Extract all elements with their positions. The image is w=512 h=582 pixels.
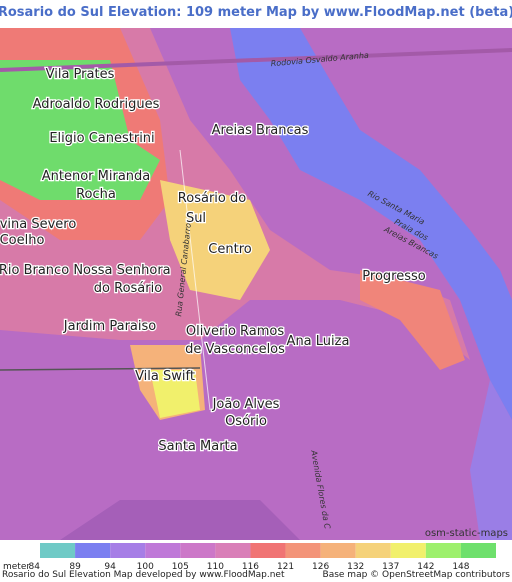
- place-label: Eligio Canestrini: [49, 131, 154, 146]
- place-label: Vila Swift: [135, 369, 195, 384]
- place-label: vina Severo: [0, 217, 76, 232]
- legend-tick: 105: [172, 562, 189, 572]
- place-label: Santa Marta: [158, 439, 237, 454]
- legend-tick: 137: [382, 562, 399, 572]
- map: [0, 28, 512, 540]
- legend-tick: 94: [104, 562, 116, 572]
- legend-tick: 148: [452, 562, 469, 572]
- legend-tick: 84: [29, 562, 41, 572]
- place-label: Coelho: [0, 233, 44, 248]
- place-label: Nossa Senhora: [73, 263, 170, 278]
- place-label: Progresso: [362, 269, 425, 284]
- place-label: Sul: [186, 211, 206, 226]
- legend-swatch: [425, 543, 461, 558]
- legend-swatch: [215, 543, 251, 558]
- legend-swatch: [110, 543, 146, 558]
- legend-tick: 100: [137, 562, 154, 572]
- legend-unit: meter: [3, 562, 30, 572]
- legend-tick: 121: [277, 562, 294, 572]
- legend-swatch: [390, 543, 426, 558]
- legend-tick: 89: [69, 562, 81, 572]
- legend-swatch: [75, 543, 111, 558]
- place-label: Rocha: [76, 187, 116, 202]
- place-label: Osório: [225, 414, 267, 429]
- footer-left: Rosario do Sul Elevation Map developed b…: [2, 570, 285, 580]
- map-labels: Vila Prates Adroaldo Rodrigues Eligio Cane…: [0, 51, 508, 539]
- place-label: Vila Prates: [46, 67, 115, 82]
- place-label: Oliverio Ramos: [186, 324, 285, 339]
- place-label: Rosário do: [178, 191, 246, 206]
- legend-tick: 132: [347, 562, 364, 572]
- legend-tick: 126: [312, 562, 329, 572]
- legend-swatch: [285, 543, 321, 558]
- place-label: Ana Luiza: [287, 334, 350, 349]
- place-label: Centro: [208, 242, 251, 257]
- attribution: osm-static-maps: [425, 528, 508, 539]
- legend-swatch: [145, 543, 181, 558]
- place-label: de Vasconcelos: [185, 342, 285, 357]
- place-label: Antenor Miranda: [42, 169, 151, 184]
- place-label: Rio Branco: [0, 263, 69, 278]
- place-label: Jardim Paraiso: [63, 319, 156, 334]
- title: Rosario do Sul Elevation: 109 meter Map …: [0, 5, 512, 20]
- legend-swatch: [40, 543, 76, 558]
- legend-swatch: [180, 543, 216, 558]
- legend-swatch: [355, 543, 391, 558]
- legend-tick: 110: [207, 562, 224, 572]
- legend-swatch: [250, 543, 286, 558]
- place-label: Areias Brancas: [212, 123, 309, 138]
- footer-right: Base map © OpenStreetMap contributors: [323, 570, 511, 580]
- place-label: do Rosário: [94, 281, 162, 296]
- legend-swatch: [460, 543, 496, 558]
- legend-tick: 142: [417, 562, 434, 572]
- place-label: Adroaldo Rodrigues: [33, 97, 160, 112]
- legend-swatch: [320, 543, 356, 558]
- legend-tick: 116: [242, 562, 259, 572]
- place-label: João Alves: [212, 397, 280, 412]
